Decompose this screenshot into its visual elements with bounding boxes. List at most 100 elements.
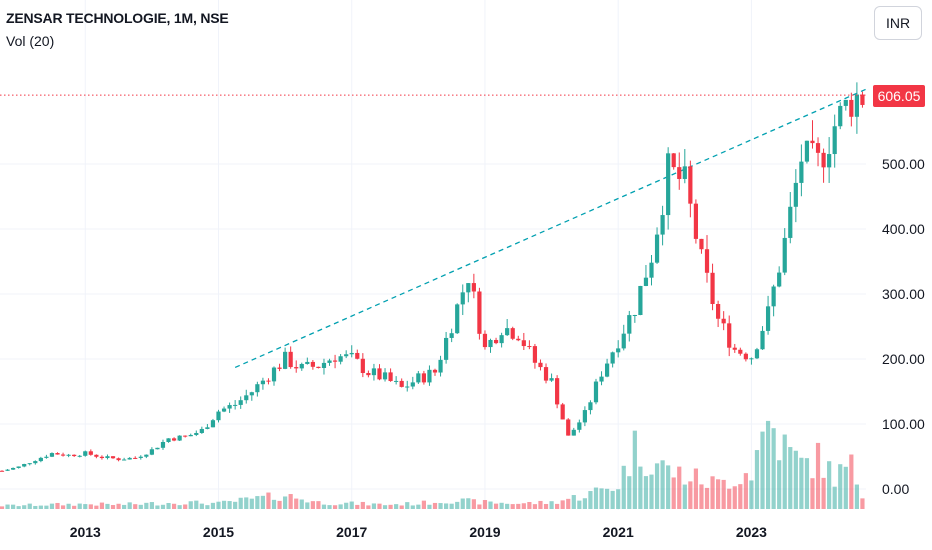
y-tick-label: 0.00 — [882, 481, 909, 497]
candle-body — [94, 454, 99, 457]
volume-bar — [321, 504, 327, 509]
candle-body — [582, 410, 587, 423]
volume-bar — [427, 504, 432, 509]
candle-body — [77, 455, 82, 457]
volume-bar — [360, 501, 365, 509]
candle-body — [782, 237, 787, 273]
candle-body — [405, 386, 410, 388]
candle-body — [660, 215, 665, 235]
y-tick-label: 400.00 — [882, 221, 925, 237]
volume-bar — [560, 500, 565, 509]
candle-body — [560, 404, 565, 420]
candle-body — [388, 372, 393, 382]
volume-bar — [371, 503, 377, 509]
candle-body — [449, 333, 454, 338]
volume-bar — [604, 488, 610, 509]
candle-body — [571, 429, 576, 436]
volume-bar — [838, 464, 843, 509]
candle-body — [221, 408, 227, 412]
volume-bar — [305, 502, 310, 509]
candle-body — [704, 249, 710, 273]
volume-bar — [527, 502, 532, 509]
candle-body — [266, 380, 271, 382]
volume-bar — [294, 498, 299, 509]
y-tick-label: 100.00 — [882, 416, 925, 432]
volume-bar — [571, 495, 576, 509]
volume-bar — [266, 492, 271, 509]
candle-body — [638, 285, 643, 315]
volume-bar — [227, 501, 232, 509]
candle-body — [466, 283, 471, 293]
candle-body — [105, 456, 110, 459]
volume-bar — [555, 503, 560, 509]
x-tick-label: 2021 — [603, 524, 634, 540]
volume-bar — [144, 502, 149, 509]
volume-bar — [627, 476, 632, 509]
volume-bar — [749, 480, 754, 509]
volume-bar — [410, 505, 415, 509]
volume-bar — [593, 487, 599, 509]
volume-bar — [316, 501, 321, 509]
candle-body — [277, 367, 282, 369]
candle-body — [260, 380, 266, 385]
volume-bar — [793, 450, 798, 509]
volume-bar — [799, 457, 804, 509]
candle-body — [854, 94, 859, 117]
currency-button[interactable]: INR — [874, 6, 922, 40]
candle-body — [721, 318, 726, 324]
volume-bar — [60, 505, 66, 509]
candle-body — [110, 456, 116, 459]
candle-body — [16, 466, 21, 468]
y-axis[interactable]: 0.00 100.00 200.00 300.00 400.00 500.00 — [882, 156, 925, 497]
volume-bar — [660, 460, 665, 509]
x-axis[interactable]: 2013 2015 2017 2019 2021 2023 — [70, 524, 768, 540]
candle-body — [716, 303, 721, 319]
candle-body — [810, 140, 815, 144]
volume-bar — [16, 506, 21, 509]
volume-bar — [499, 502, 504, 509]
candle-body — [88, 451, 93, 455]
candle-body — [316, 366, 321, 369]
volume-bar — [388, 504, 393, 509]
volume-bar — [505, 503, 510, 509]
x-tick-label: 2019 — [469, 524, 500, 540]
candle-body — [743, 353, 748, 360]
candle-body — [799, 161, 804, 183]
candle-body — [305, 361, 310, 364]
volume-bar — [33, 505, 38, 509]
trendline[interactable] — [234, 88, 867, 369]
volume-bar — [382, 505, 388, 509]
volume-bar — [332, 505, 338, 509]
candle-body — [632, 314, 637, 316]
candle-body — [22, 464, 27, 467]
volume-bar — [188, 501, 193, 509]
volume-bar — [66, 503, 71, 509]
candle-body — [0, 470, 5, 472]
candles — [0, 82, 865, 472]
volume-bar — [455, 501, 460, 509]
candle-body — [421, 373, 426, 383]
volume-bar — [166, 503, 171, 509]
volume-bar — [493, 503, 499, 509]
candle-body — [127, 457, 132, 460]
volume-bar — [760, 431, 765, 509]
volume-bar — [88, 504, 93, 509]
candle-body — [838, 105, 843, 127]
candle-body — [294, 367, 299, 369]
candle-body — [194, 432, 199, 435]
candle-body — [188, 434, 193, 437]
volume-indicator-label[interactable]: Vol (20) — [6, 33, 55, 49]
symbol-title: ZENSAR TECHNOLOGIE, 1M, NSE — [6, 10, 229, 26]
candle-body — [122, 459, 127, 461]
candle-body — [83, 451, 88, 456]
x-tick-label: 2017 — [336, 524, 367, 540]
volume-bars — [0, 420, 865, 509]
candle-body — [283, 351, 288, 369]
candle-body — [183, 435, 188, 437]
volume-bar — [338, 504, 343, 509]
volume-bar — [710, 476, 715, 509]
volume-bar — [149, 502, 154, 509]
candle-body — [138, 456, 143, 458]
volume-bar — [277, 500, 282, 509]
